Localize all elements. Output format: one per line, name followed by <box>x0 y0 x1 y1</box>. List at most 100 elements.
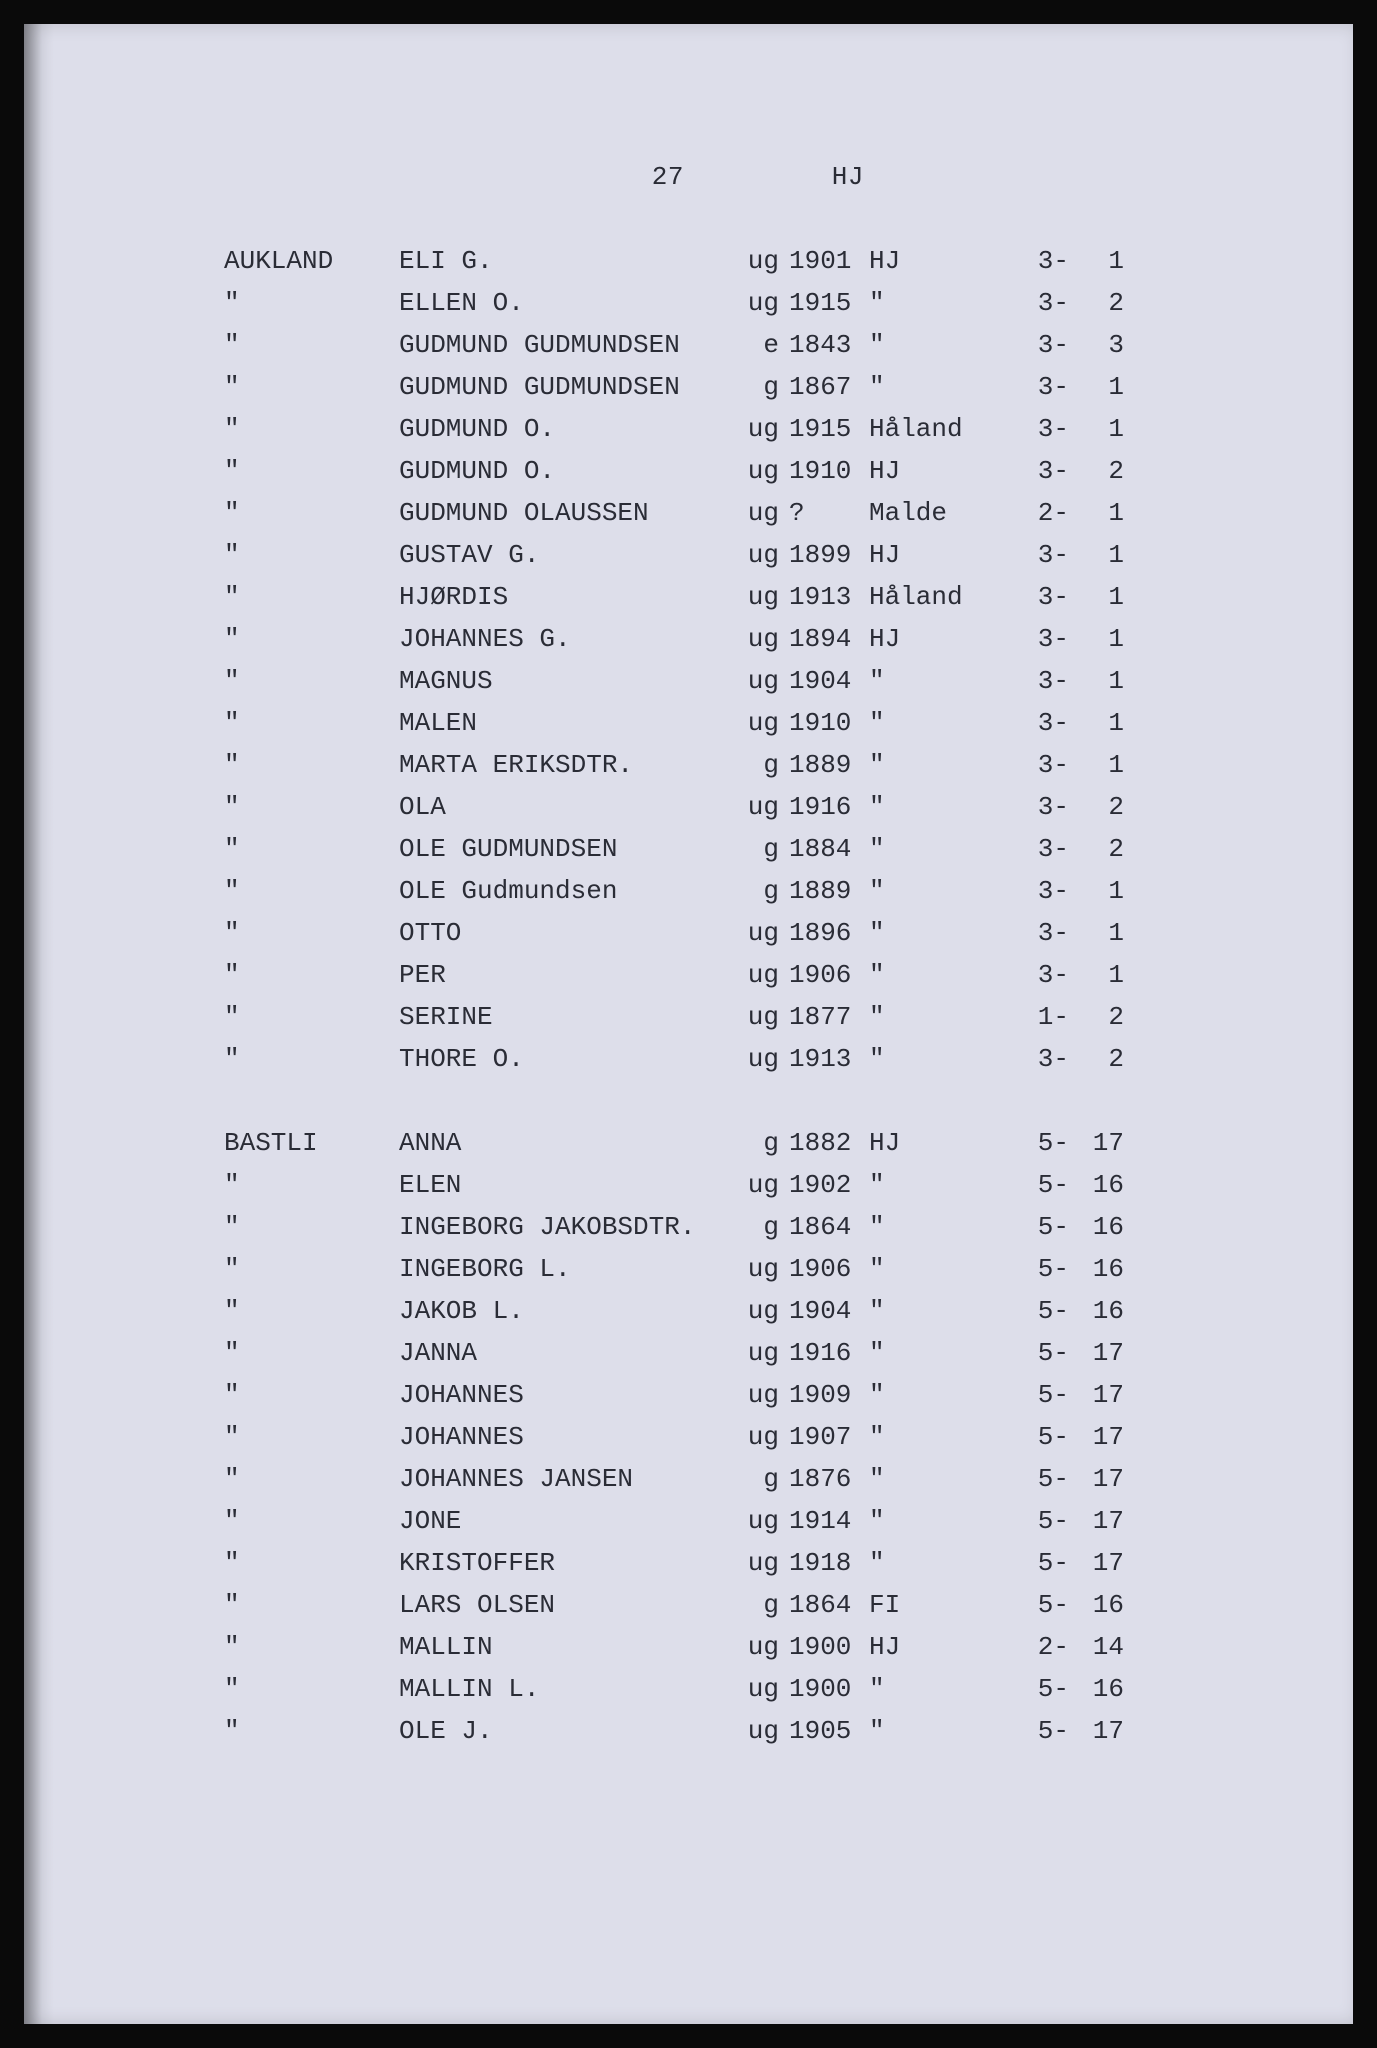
surname-cell: " <box>224 500 399 526</box>
status-cell: ug <box>729 710 789 736</box>
place-cell: HJ <box>869 1634 1014 1660</box>
surname-cell: " <box>224 584 399 610</box>
year-cell: 1884 <box>789 836 869 862</box>
status-cell: ug <box>729 584 789 610</box>
name-cell: GUDMUND GUDMUNDSEN <box>399 374 729 400</box>
status-cell: ug <box>729 1340 789 1366</box>
year-cell: 1901 <box>789 248 869 274</box>
status-cell: e <box>729 332 789 358</box>
binding-shadow <box>24 24 54 2024</box>
status-cell: ug <box>729 1298 789 1324</box>
status-cell: ug <box>729 1718 789 1744</box>
index2-cell: 16 <box>1069 1592 1124 1618</box>
surname-cell: " <box>224 1718 399 1744</box>
name-cell: JOHANNES <box>399 1424 729 1450</box>
surname-cell: " <box>224 1256 399 1282</box>
place-cell: " <box>869 1550 1014 1576</box>
surname-cell: " <box>224 1508 399 1534</box>
surname-cell: " <box>224 1676 399 1702</box>
place-cell: " <box>869 1340 1014 1366</box>
year-cell: 1864 <box>789 1214 869 1240</box>
record-row: "MARTA ERIKSDTR.g1889"3-1 <box>224 752 1184 794</box>
record-row: "OLE J.ug1905"5-17 <box>224 1718 1184 1760</box>
place-cell: " <box>869 1172 1014 1198</box>
status-cell: ug <box>729 248 789 274</box>
index2-cell: 1 <box>1069 416 1124 442</box>
name-cell: PER <box>399 962 729 988</box>
index1-cell: 5- <box>1014 1298 1069 1324</box>
name-cell: ELEN <box>399 1172 729 1198</box>
year-cell: 1896 <box>789 920 869 946</box>
index1-cell: 5- <box>1014 1130 1069 1156</box>
year-cell: 1889 <box>789 752 869 778</box>
surname-cell: " <box>224 290 399 316</box>
place-cell: " <box>869 794 1014 820</box>
year-cell: 1907 <box>789 1424 869 1450</box>
year-cell: 1914 <box>789 1508 869 1534</box>
year-cell: 1916 <box>789 1340 869 1366</box>
name-cell: GUSTAV G. <box>399 542 729 568</box>
index2-cell: 16 <box>1069 1214 1124 1240</box>
index1-cell: 3- <box>1014 416 1069 442</box>
index2-cell: 1 <box>1069 920 1124 946</box>
place-cell: " <box>869 752 1014 778</box>
surname-cell: " <box>224 1592 399 1618</box>
record-row: "ELLEN O.ug1915"3-2 <box>224 290 1184 332</box>
place-cell: " <box>869 1298 1014 1324</box>
name-cell: OLE Gudmundsen <box>399 878 729 904</box>
surname-cell: " <box>224 1298 399 1324</box>
index1-cell: 3- <box>1014 710 1069 736</box>
year-cell: 1882 <box>789 1130 869 1156</box>
surname-cell: " <box>224 1424 399 1450</box>
index2-cell: 1 <box>1069 626 1124 652</box>
place-cell: " <box>869 1466 1014 1492</box>
record-row: "MAGNUSug1904"3-1 <box>224 668 1184 710</box>
index1-cell: 5- <box>1014 1340 1069 1366</box>
place-cell: " <box>869 1256 1014 1282</box>
surname-cell: " <box>224 710 399 736</box>
name-cell: MAGNUS <box>399 668 729 694</box>
surname-cell: BASTLI <box>224 1130 399 1156</box>
index1-cell: 5- <box>1014 1508 1069 1534</box>
year-cell: 1899 <box>789 542 869 568</box>
status-cell: ug <box>729 668 789 694</box>
record-row: "GUDMUND GUDMUNDSENe1843"3-3 <box>224 332 1184 374</box>
place-cell: HJ <box>869 458 1014 484</box>
index2-cell: 16 <box>1069 1172 1124 1198</box>
index2-cell: 1 <box>1069 710 1124 736</box>
place-cell: HJ <box>869 1130 1014 1156</box>
surname-cell: " <box>224 374 399 400</box>
index2-cell: 17 <box>1069 1508 1124 1534</box>
place-cell: " <box>869 668 1014 694</box>
place-cell: " <box>869 836 1014 862</box>
name-cell: SERINE <box>399 1004 729 1030</box>
name-cell: GUDMUND GUDMUNDSEN <box>399 332 729 358</box>
name-cell: JONE <box>399 1508 729 1534</box>
place-cell: " <box>869 332 1014 358</box>
page-number: 27 <box>224 164 684 190</box>
index2-cell: 1 <box>1069 542 1124 568</box>
surname-cell: " <box>224 332 399 358</box>
index2-cell: 17 <box>1069 1424 1124 1450</box>
index1-cell: 5- <box>1014 1382 1069 1408</box>
record-row: "GUDMUND GUDMUNDSENg1867"3-1 <box>224 374 1184 416</box>
name-cell: LARS OLSEN <box>399 1592 729 1618</box>
status-cell: ug <box>729 1256 789 1282</box>
year-cell: 1900 <box>789 1676 869 1702</box>
name-cell: MALLIN L. <box>399 1676 729 1702</box>
status-cell: ug <box>729 1424 789 1450</box>
document-page: 27 HJ AUKLANDELI G.ug1901HJ3-1"ELLEN O.u… <box>24 24 1353 2024</box>
place-cell: " <box>869 920 1014 946</box>
surname-cell: " <box>224 1340 399 1366</box>
status-cell: g <box>729 1592 789 1618</box>
record-list: AUKLANDELI G.ug1901HJ3-1"ELLEN O.ug1915"… <box>224 248 1184 1760</box>
year-cell: 1913 <box>789 584 869 610</box>
place-cell: Håland <box>869 416 1014 442</box>
record-row: "JONEug1914"5-17 <box>224 1508 1184 1550</box>
surname-cell: " <box>224 1382 399 1408</box>
surname-cell: " <box>224 1004 399 1030</box>
place-cell: " <box>869 1004 1014 1030</box>
name-cell: ELI G. <box>399 248 729 274</box>
surname-cell: " <box>224 920 399 946</box>
name-cell: INGEBORG L. <box>399 1256 729 1282</box>
